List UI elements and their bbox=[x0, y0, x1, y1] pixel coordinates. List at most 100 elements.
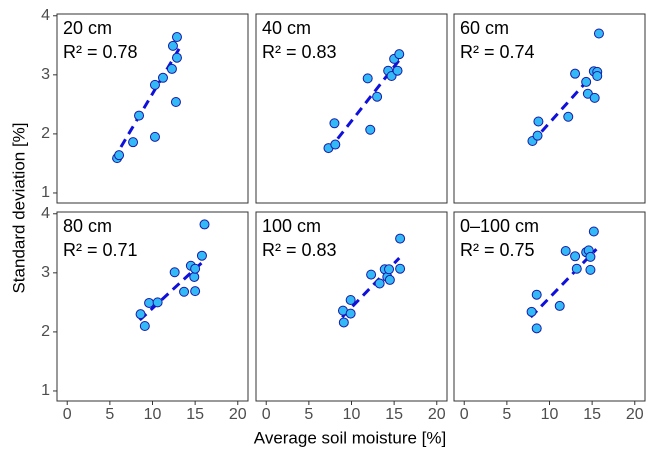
point bbox=[563, 111, 574, 122]
panel-frame bbox=[56, 13, 249, 204]
point bbox=[362, 73, 373, 84]
point bbox=[533, 116, 544, 127]
point bbox=[585, 251, 596, 262]
point bbox=[592, 71, 603, 82]
r-squared: R² = 0.71 bbox=[63, 240, 138, 260]
point bbox=[571, 263, 582, 274]
point bbox=[345, 308, 356, 319]
point bbox=[144, 297, 155, 308]
point bbox=[149, 131, 160, 142]
r-squared: R² = 0.78 bbox=[63, 42, 138, 62]
panel-frame bbox=[255, 13, 448, 204]
x-tick-label: 10 bbox=[541, 406, 559, 423]
point bbox=[199, 219, 210, 230]
point bbox=[531, 289, 542, 300]
point bbox=[585, 264, 596, 275]
x-tick-label: 20 bbox=[428, 406, 446, 423]
point bbox=[196, 250, 207, 261]
point bbox=[526, 306, 537, 317]
r-squared: R² = 0.83 bbox=[262, 240, 337, 260]
y-tick-label: 1 bbox=[41, 382, 50, 399]
y-tick-label: 2 bbox=[41, 323, 50, 340]
panel-frame bbox=[453, 211, 646, 402]
y-tick-label: 4 bbox=[41, 7, 50, 24]
point bbox=[330, 139, 341, 150]
panel-title: 40 cm bbox=[262, 18, 311, 38]
point bbox=[366, 269, 377, 280]
point bbox=[134, 110, 145, 121]
point bbox=[554, 300, 565, 311]
x-tick-label: 15 bbox=[186, 406, 204, 423]
y-tick-label: 2 bbox=[41, 125, 50, 142]
point bbox=[329, 118, 340, 129]
x-tick-label: 20 bbox=[229, 406, 247, 423]
point bbox=[189, 271, 200, 282]
x-axis-label: Average soil moisture [%] bbox=[254, 428, 446, 447]
x-tick-label: 10 bbox=[343, 406, 361, 423]
point bbox=[128, 137, 139, 148]
point bbox=[588, 226, 599, 237]
y-axis-label: Standard deviation [%] bbox=[9, 122, 28, 293]
point bbox=[372, 91, 383, 102]
point bbox=[149, 79, 160, 90]
point bbox=[179, 286, 190, 297]
y-tick-label: 3 bbox=[41, 66, 50, 83]
point bbox=[531, 323, 542, 334]
x-tick-label: 0 bbox=[63, 406, 72, 423]
point bbox=[384, 274, 395, 285]
point bbox=[532, 130, 543, 141]
x-tick-label: 15 bbox=[583, 406, 601, 423]
x-tick-label: 0 bbox=[460, 406, 469, 423]
trend-line bbox=[529, 248, 598, 319]
point bbox=[345, 295, 356, 306]
point bbox=[171, 52, 182, 63]
x-tick-label: 5 bbox=[105, 406, 114, 423]
x-tick-label: 10 bbox=[144, 406, 162, 423]
r-squared: R² = 0.75 bbox=[460, 240, 535, 260]
point bbox=[114, 150, 125, 161]
x-tick-label: 5 bbox=[304, 406, 313, 423]
point bbox=[152, 297, 163, 308]
point bbox=[374, 278, 385, 289]
point bbox=[589, 92, 600, 103]
x-tick-label: 5 bbox=[502, 406, 511, 423]
panel-title: 0–100 cm bbox=[460, 216, 539, 236]
point bbox=[157, 72, 168, 83]
point bbox=[167, 40, 178, 51]
point bbox=[593, 28, 604, 39]
point bbox=[190, 263, 201, 274]
panel-frame bbox=[453, 13, 646, 204]
point bbox=[338, 317, 349, 328]
panel-frame bbox=[255, 211, 448, 402]
panel-title: 80 cm bbox=[63, 216, 112, 236]
panel-title: 60 cm bbox=[460, 18, 509, 38]
point bbox=[190, 286, 201, 297]
y-tick-label: 4 bbox=[41, 205, 50, 222]
point bbox=[394, 49, 405, 60]
point bbox=[395, 233, 406, 244]
point bbox=[560, 245, 571, 256]
x-tick-label: 20 bbox=[626, 406, 644, 423]
x-tick-label: 15 bbox=[385, 406, 403, 423]
y-tick-label: 3 bbox=[41, 264, 50, 281]
point bbox=[570, 251, 581, 262]
point bbox=[171, 32, 182, 43]
point bbox=[365, 124, 376, 135]
point bbox=[139, 320, 150, 331]
point bbox=[135, 309, 146, 320]
point bbox=[392, 65, 403, 76]
point bbox=[384, 264, 395, 275]
trend-line bbox=[530, 66, 601, 144]
y-tick-label: 1 bbox=[41, 184, 50, 201]
point bbox=[170, 97, 181, 108]
panel-title: 100 cm bbox=[262, 216, 321, 236]
panel-title: 20 cm bbox=[63, 18, 112, 38]
point bbox=[395, 263, 406, 274]
r-squared: R² = 0.74 bbox=[460, 42, 535, 62]
point bbox=[166, 63, 177, 74]
r-squared: R² = 0.83 bbox=[262, 42, 337, 62]
point bbox=[169, 267, 180, 278]
point bbox=[570, 68, 581, 79]
